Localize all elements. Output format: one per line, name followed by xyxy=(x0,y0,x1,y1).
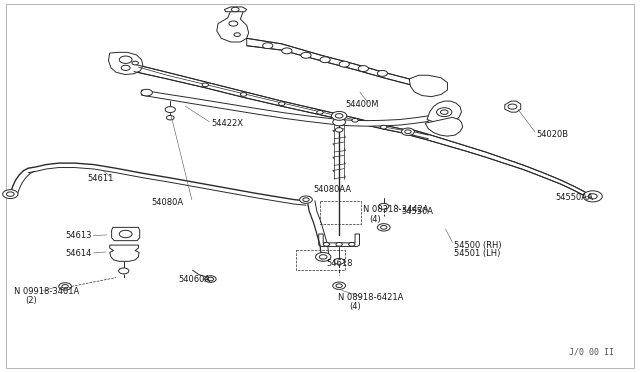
Circle shape xyxy=(381,225,387,229)
Circle shape xyxy=(119,230,132,238)
Circle shape xyxy=(316,253,331,261)
Circle shape xyxy=(262,43,273,49)
Polygon shape xyxy=(425,117,463,136)
Polygon shape xyxy=(108,52,143,74)
Text: 54613: 54613 xyxy=(65,231,92,240)
Text: 54500 (RH): 54500 (RH) xyxy=(454,241,502,250)
Circle shape xyxy=(62,285,68,288)
Circle shape xyxy=(300,196,312,203)
Circle shape xyxy=(379,203,389,209)
Circle shape xyxy=(335,128,343,132)
Polygon shape xyxy=(427,101,461,124)
Text: 54611: 54611 xyxy=(88,174,114,183)
Polygon shape xyxy=(111,227,140,241)
Polygon shape xyxy=(217,11,248,42)
Polygon shape xyxy=(141,90,339,125)
Text: 54618: 54618 xyxy=(326,259,353,268)
Circle shape xyxy=(334,259,344,264)
Polygon shape xyxy=(225,7,246,12)
Circle shape xyxy=(378,70,388,76)
Circle shape xyxy=(301,52,311,58)
Circle shape xyxy=(205,276,216,282)
Circle shape xyxy=(165,107,175,112)
Text: 54501 (LH): 54501 (LH) xyxy=(454,249,500,258)
Polygon shape xyxy=(109,245,139,261)
Text: 54020B: 54020B xyxy=(537,130,569,139)
Circle shape xyxy=(349,243,355,246)
Circle shape xyxy=(320,57,330,62)
Circle shape xyxy=(583,191,602,202)
Circle shape xyxy=(278,102,285,106)
Circle shape xyxy=(232,7,239,12)
Circle shape xyxy=(339,61,349,67)
Circle shape xyxy=(381,125,387,129)
Circle shape xyxy=(404,130,411,134)
Text: (4): (4) xyxy=(370,215,381,224)
Polygon shape xyxy=(246,38,428,91)
Text: N 09918-3401A: N 09918-3401A xyxy=(14,287,79,296)
Text: N 08918-6421A: N 08918-6421A xyxy=(338,293,403,302)
Circle shape xyxy=(6,192,14,196)
Text: (4): (4) xyxy=(349,302,361,311)
Text: 54550AA: 54550AA xyxy=(556,193,594,202)
Circle shape xyxy=(336,243,342,246)
Text: 54614: 54614 xyxy=(65,249,92,258)
Circle shape xyxy=(229,21,238,26)
Circle shape xyxy=(234,33,241,36)
Circle shape xyxy=(202,83,209,87)
Circle shape xyxy=(436,108,452,116)
Circle shape xyxy=(207,277,214,281)
Polygon shape xyxy=(319,234,360,247)
Circle shape xyxy=(508,104,517,109)
Circle shape xyxy=(401,128,414,135)
Text: 54400M: 54400M xyxy=(346,100,379,109)
Circle shape xyxy=(336,284,342,288)
Circle shape xyxy=(358,65,369,71)
Polygon shape xyxy=(339,116,428,126)
Circle shape xyxy=(141,89,152,96)
Text: (2): (2) xyxy=(26,296,37,305)
Circle shape xyxy=(333,118,346,126)
Polygon shape xyxy=(409,129,588,198)
Circle shape xyxy=(282,48,292,54)
Circle shape xyxy=(319,255,327,259)
Text: 54550A: 54550A xyxy=(401,206,433,216)
Polygon shape xyxy=(409,75,447,97)
Circle shape xyxy=(132,61,138,65)
Circle shape xyxy=(118,268,129,274)
Circle shape xyxy=(303,198,309,202)
Text: N 08318-3442A: N 08318-3442A xyxy=(363,205,428,215)
Text: 54080A: 54080A xyxy=(151,198,183,207)
Text: 54060A: 54060A xyxy=(179,275,211,283)
Circle shape xyxy=(335,113,343,118)
Circle shape xyxy=(440,110,448,114)
Text: 54080AA: 54080AA xyxy=(314,185,352,194)
Circle shape xyxy=(588,194,597,199)
Circle shape xyxy=(378,224,390,231)
Circle shape xyxy=(333,282,346,289)
Circle shape xyxy=(332,112,347,120)
Text: 54422X: 54422X xyxy=(212,119,244,128)
Text: J/0 00 II: J/0 00 II xyxy=(570,347,614,357)
Circle shape xyxy=(352,118,358,122)
Circle shape xyxy=(59,283,72,290)
Circle shape xyxy=(3,190,18,199)
Circle shape xyxy=(121,65,130,70)
Circle shape xyxy=(166,115,174,120)
Circle shape xyxy=(241,93,246,96)
Polygon shape xyxy=(134,64,428,139)
Polygon shape xyxy=(505,101,521,112)
Circle shape xyxy=(119,56,132,63)
Circle shape xyxy=(323,243,330,246)
Circle shape xyxy=(317,110,323,114)
